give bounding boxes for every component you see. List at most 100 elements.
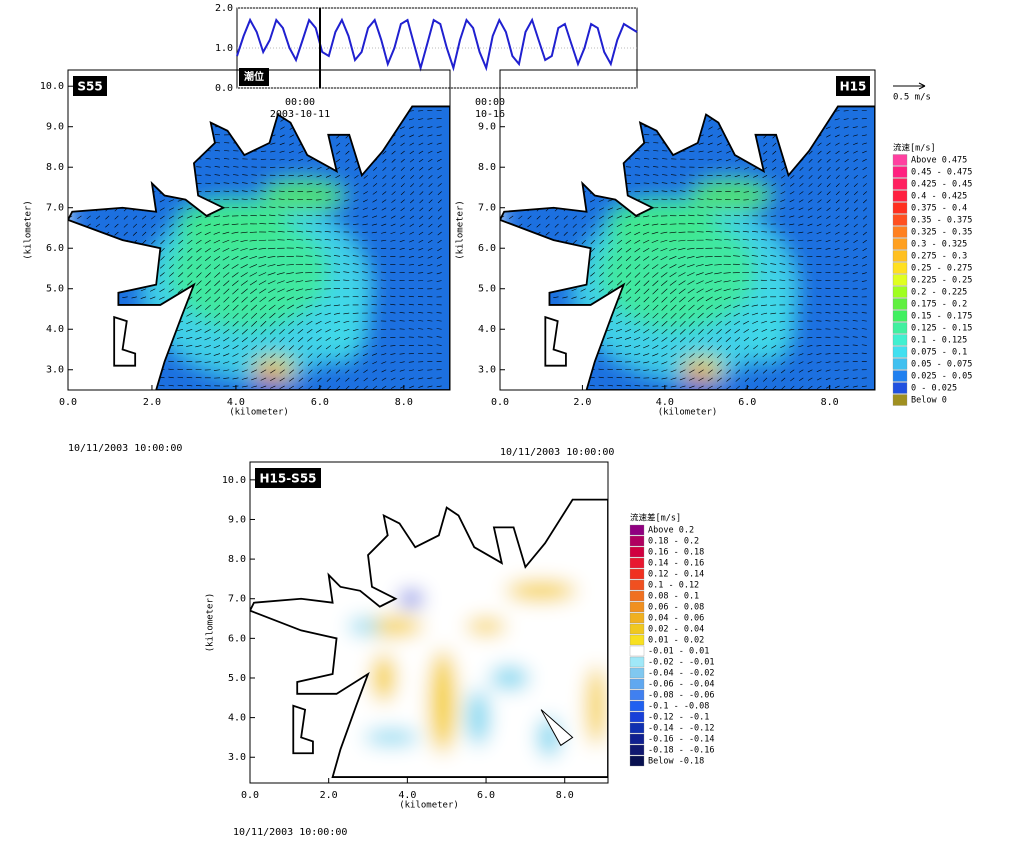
vector	[169, 183, 174, 184]
vector	[132, 183, 136, 186]
vector	[735, 151, 739, 154]
vector	[187, 134, 192, 135]
vector	[95, 143, 100, 145]
vector	[709, 94, 713, 97]
legend-swatch	[630, 668, 644, 678]
vector	[782, 127, 786, 130]
vector	[608, 118, 613, 119]
vector	[105, 151, 110, 153]
vector	[589, 321, 595, 322]
vector	[160, 102, 165, 103]
vector	[500, 143, 504, 146]
vector	[517, 337, 522, 338]
vector	[554, 159, 559, 161]
vector	[141, 377, 146, 378]
vector	[178, 126, 183, 127]
vector	[391, 127, 395, 129]
vector	[390, 94, 395, 95]
vector	[590, 118, 595, 119]
timestamp: 10/11/2003 10:00:00	[500, 447, 614, 458]
vector	[527, 167, 531, 170]
vector	[500, 159, 504, 162]
vector	[653, 119, 658, 120]
vector	[243, 111, 248, 113]
speed-region	[259, 368, 280, 380]
difference-region	[466, 690, 490, 745]
vector	[799, 94, 804, 96]
vector	[590, 183, 595, 185]
vector	[535, 313, 540, 314]
vector	[327, 159, 331, 162]
legend-swatch	[630, 657, 644, 667]
x-tick-label: 8.0	[821, 397, 839, 408]
vector	[563, 264, 567, 267]
vector	[95, 248, 100, 250]
vector	[364, 119, 368, 122]
vector	[178, 118, 183, 119]
vector	[318, 94, 322, 97]
legend-swatch	[893, 311, 907, 322]
vector	[104, 273, 109, 274]
vector	[114, 248, 118, 251]
vector	[364, 135, 368, 138]
vector	[782, 143, 786, 146]
legend-label: 0.225 - 0.25	[911, 276, 972, 286]
vector	[104, 143, 109, 145]
vector	[772, 94, 776, 97]
vector	[817, 127, 821, 129]
x-tick-label: 0.0	[241, 790, 259, 801]
vector	[571, 345, 576, 346]
vector	[355, 143, 359, 146]
vector	[682, 86, 686, 89]
y-tick-label: 6.0	[46, 243, 64, 254]
vector	[617, 134, 622, 135]
vector	[563, 369, 568, 370]
y-tick-label: 4.0	[46, 324, 64, 335]
legend-label: 0.275 - 0.3	[911, 252, 967, 262]
vector	[690, 127, 695, 129]
vector	[68, 143, 72, 146]
vector	[114, 175, 118, 178]
y-tick-label: 6.0	[228, 633, 246, 644]
vector	[526, 320, 531, 321]
vector	[382, 119, 386, 121]
vector	[608, 183, 613, 184]
vector	[437, 94, 442, 95]
vector	[654, 86, 658, 89]
vector	[754, 94, 758, 97]
vector	[754, 86, 758, 89]
vector	[86, 386, 91, 388]
vector	[572, 94, 577, 95]
vector	[727, 119, 731, 122]
vector	[104, 127, 109, 128]
timestamp: 10/11/2003 10:00:00	[68, 443, 182, 454]
legend-swatch	[893, 227, 907, 238]
vector	[700, 86, 704, 89]
vector	[736, 143, 740, 146]
vector	[617, 192, 622, 193]
vector	[214, 208, 220, 209]
vector	[681, 135, 686, 136]
vector	[781, 111, 785, 114]
legend-label: 0.14 - 0.16	[648, 559, 704, 569]
vector	[215, 111, 220, 112]
legend-label: 0.08 - 0.1	[648, 592, 699, 602]
legend-label: -0.14 - -0.12	[648, 724, 715, 734]
vector	[169, 134, 174, 135]
vector	[141, 94, 146, 95]
vector	[86, 273, 91, 274]
vector	[690, 135, 695, 137]
vector	[105, 167, 109, 170]
vector	[104, 337, 109, 338]
legend-swatch	[893, 251, 907, 262]
vector	[536, 264, 541, 266]
vector	[654, 102, 659, 104]
vector	[617, 126, 622, 127]
map-area	[250, 440, 643, 797]
vector	[510, 183, 514, 186]
vector	[799, 111, 803, 113]
vector	[169, 126, 174, 127]
vector	[113, 94, 118, 95]
difference-region	[490, 666, 529, 690]
